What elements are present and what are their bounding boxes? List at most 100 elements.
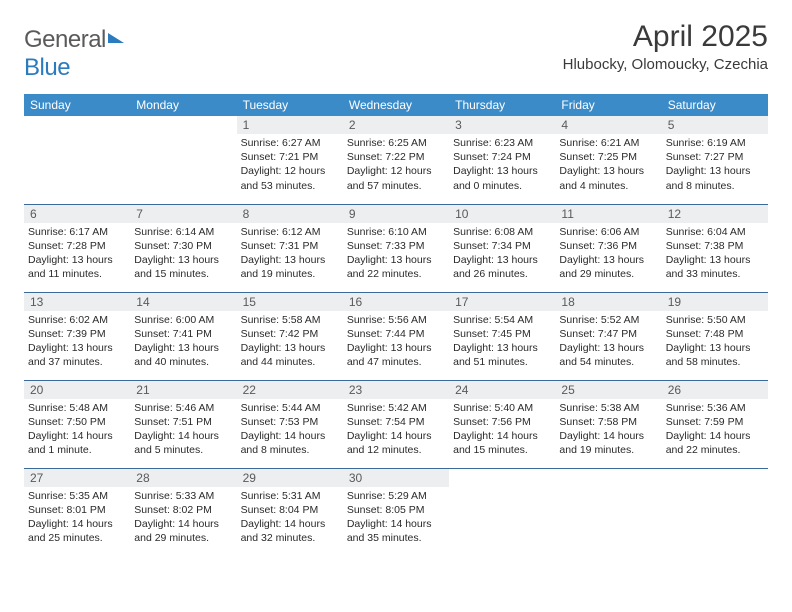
calendar-day-cell: 27Sunrise: 5:35 AMSunset: 8:01 PMDayligh… [24,468,130,556]
day-details: Sunrise: 5:40 AMSunset: 7:56 PMDaylight:… [449,399,555,462]
calendar-day-cell: 23Sunrise: 5:42 AMSunset: 7:54 PMDayligh… [343,380,449,468]
day-number: 6 [24,205,130,223]
day-details: Sunrise: 5:36 AMSunset: 7:59 PMDaylight:… [662,399,768,462]
calendar-day-cell: 3Sunrise: 6:23 AMSunset: 7:24 PMDaylight… [449,116,555,204]
calendar-table: SundayMondayTuesdayWednesdayThursdayFrid… [24,94,768,556]
day-number: 7 [130,205,236,223]
day-details: Sunrise: 5:48 AMSunset: 7:50 PMDaylight:… [24,399,130,462]
day-details: Sunrise: 6:10 AMSunset: 7:33 PMDaylight:… [343,223,449,286]
calendar-day-cell: 5Sunrise: 6:19 AMSunset: 7:27 PMDaylight… [662,116,768,204]
day-number: 24 [449,381,555,399]
calendar-day-cell: 12Sunrise: 6:04 AMSunset: 7:38 PMDayligh… [662,204,768,292]
day-details: Sunrise: 5:42 AMSunset: 7:54 PMDaylight:… [343,399,449,462]
day-details: Sunrise: 6:08 AMSunset: 7:34 PMDaylight:… [449,223,555,286]
calendar-day-cell: 21Sunrise: 5:46 AMSunset: 7:51 PMDayligh… [130,380,236,468]
brand-text: General Blue [24,26,124,82]
calendar-day-cell: 22Sunrise: 5:44 AMSunset: 7:53 PMDayligh… [237,380,343,468]
calendar-day-cell: . [24,116,130,204]
day-details: Sunrise: 5:31 AMSunset: 8:04 PMDaylight:… [237,487,343,550]
calendar-day-cell: 6Sunrise: 6:17 AMSunset: 7:28 PMDaylight… [24,204,130,292]
calendar-day-cell: . [130,116,236,204]
calendar-day-cell: 18Sunrise: 5:52 AMSunset: 7:47 PMDayligh… [555,292,661,380]
day-number: 2 [343,116,449,134]
calendar-day-cell: 26Sunrise: 5:36 AMSunset: 7:59 PMDayligh… [662,380,768,468]
day-number: 22 [237,381,343,399]
day-details: Sunrise: 6:04 AMSunset: 7:38 PMDaylight:… [662,223,768,286]
weekday-header-row: SundayMondayTuesdayWednesdayThursdayFrid… [24,94,768,116]
calendar-day-cell: 8Sunrise: 6:12 AMSunset: 7:31 PMDaylight… [237,204,343,292]
day-number: 16 [343,293,449,311]
calendar-day-cell: . [555,468,661,556]
day-details: Sunrise: 5:58 AMSunset: 7:42 PMDaylight:… [237,311,343,374]
day-details: Sunrise: 6:12 AMSunset: 7:31 PMDaylight:… [237,223,343,286]
calendar-day-cell: 15Sunrise: 5:58 AMSunset: 7:42 PMDayligh… [237,292,343,380]
weekday-header: Sunday [24,94,130,116]
calendar-week-row: 20Sunrise: 5:48 AMSunset: 7:50 PMDayligh… [24,380,768,468]
calendar-day-cell: 25Sunrise: 5:38 AMSunset: 7:58 PMDayligh… [555,380,661,468]
calendar-day-cell: 13Sunrise: 6:02 AMSunset: 7:39 PMDayligh… [24,292,130,380]
weekday-header: Friday [555,94,661,116]
day-details: Sunrise: 6:14 AMSunset: 7:30 PMDaylight:… [130,223,236,286]
calendar-day-cell: 28Sunrise: 5:33 AMSunset: 8:02 PMDayligh… [130,468,236,556]
day-details: Sunrise: 6:02 AMSunset: 7:39 PMDaylight:… [24,311,130,374]
day-details: Sunrise: 5:29 AMSunset: 8:05 PMDaylight:… [343,487,449,550]
day-number: 27 [24,469,130,487]
calendar-day-cell: 17Sunrise: 5:54 AMSunset: 7:45 PMDayligh… [449,292,555,380]
weekday-header: Monday [130,94,236,116]
day-number: 1 [237,116,343,134]
day-details: Sunrise: 6:23 AMSunset: 7:24 PMDaylight:… [449,134,555,197]
day-number: 29 [237,469,343,487]
weekday-header: Wednesday [343,94,449,116]
day-details: Sunrise: 5:50 AMSunset: 7:48 PMDaylight:… [662,311,768,374]
calendar-day-cell: . [662,468,768,556]
calendar-day-cell: 24Sunrise: 5:40 AMSunset: 7:56 PMDayligh… [449,380,555,468]
calendar-day-cell: 11Sunrise: 6:06 AMSunset: 7:36 PMDayligh… [555,204,661,292]
calendar-day-cell: 16Sunrise: 5:56 AMSunset: 7:44 PMDayligh… [343,292,449,380]
calendar-week-row: ..1Sunrise: 6:27 AMSunset: 7:21 PMDaylig… [24,116,768,204]
page-header: General Blue April 2025 Hlubocky, Olomou… [24,20,768,82]
day-number: 17 [449,293,555,311]
day-number: 25 [555,381,661,399]
day-details: Sunrise: 6:06 AMSunset: 7:36 PMDaylight:… [555,223,661,286]
brand-part1: General [24,26,106,53]
calendar-day-cell: 4Sunrise: 6:21 AMSunset: 7:25 PMDaylight… [555,116,661,204]
month-title: April 2025 [563,20,768,54]
calendar-day-cell: 14Sunrise: 6:00 AMSunset: 7:41 PMDayligh… [130,292,236,380]
calendar-day-cell: 19Sunrise: 5:50 AMSunset: 7:48 PMDayligh… [662,292,768,380]
day-details: Sunrise: 6:17 AMSunset: 7:28 PMDaylight:… [24,223,130,286]
day-details: Sunrise: 5:56 AMSunset: 7:44 PMDaylight:… [343,311,449,374]
calendar-day-cell: 29Sunrise: 5:31 AMSunset: 8:04 PMDayligh… [237,468,343,556]
day-number: 20 [24,381,130,399]
calendar-day-cell: 9Sunrise: 6:10 AMSunset: 7:33 PMDaylight… [343,204,449,292]
day-details: Sunrise: 5:52 AMSunset: 7:47 PMDaylight:… [555,311,661,374]
day-number: 14 [130,293,236,311]
day-number: 10 [449,205,555,223]
day-number: 12 [662,205,768,223]
calendar-day-cell: 7Sunrise: 6:14 AMSunset: 7:30 PMDaylight… [130,204,236,292]
day-details: Sunrise: 6:00 AMSunset: 7:41 PMDaylight:… [130,311,236,374]
day-number: 5 [662,116,768,134]
calendar-day-cell: 30Sunrise: 5:29 AMSunset: 8:05 PMDayligh… [343,468,449,556]
weekday-header: Thursday [449,94,555,116]
day-number: 8 [237,205,343,223]
day-number: 13 [24,293,130,311]
day-details: Sunrise: 6:19 AMSunset: 7:27 PMDaylight:… [662,134,768,197]
calendar-week-row: 27Sunrise: 5:35 AMSunset: 8:01 PMDayligh… [24,468,768,556]
day-details: Sunrise: 6:21 AMSunset: 7:25 PMDaylight:… [555,134,661,197]
location-text: Hlubocky, Olomoucky, Czechia [563,56,768,73]
brand-sail-icon [108,33,124,43]
calendar-page: General Blue April 2025 Hlubocky, Olomou… [0,0,792,576]
weekday-header: Saturday [662,94,768,116]
calendar-week-row: 6Sunrise: 6:17 AMSunset: 7:28 PMDaylight… [24,204,768,292]
day-details: Sunrise: 5:38 AMSunset: 7:58 PMDaylight:… [555,399,661,462]
day-number: 30 [343,469,449,487]
day-number: 21 [130,381,236,399]
day-details: Sunrise: 5:54 AMSunset: 7:45 PMDaylight:… [449,311,555,374]
title-block: April 2025 Hlubocky, Olomoucky, Czechia [563,20,768,73]
brand-logo: General Blue [24,26,124,82]
day-details: Sunrise: 6:27 AMSunset: 7:21 PMDaylight:… [237,134,343,197]
weekday-header: Tuesday [237,94,343,116]
day-number: 26 [662,381,768,399]
calendar-day-cell: 10Sunrise: 6:08 AMSunset: 7:34 PMDayligh… [449,204,555,292]
day-details: Sunrise: 5:44 AMSunset: 7:53 PMDaylight:… [237,399,343,462]
